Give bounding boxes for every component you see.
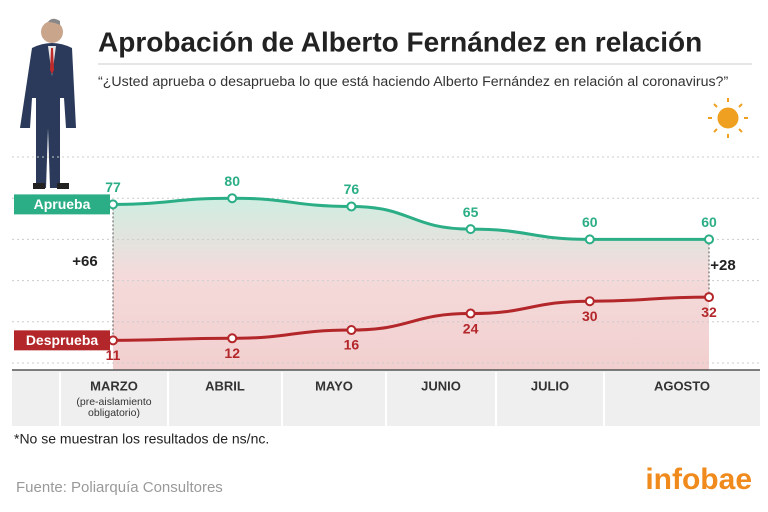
legend-label: Desprueba — [26, 332, 99, 348]
value-label: 11 — [106, 347, 121, 363]
category-note: (pre-aislamiento — [76, 396, 151, 408]
category-note: obligatorio) — [88, 407, 140, 419]
gap-label: +28 — [710, 257, 735, 274]
x-tick-label: AGOSTO — [654, 378, 710, 393]
point — [108, 335, 118, 346]
legend-box — [14, 194, 110, 215]
x-tick-label: ABRIL — [205, 378, 245, 393]
point — [465, 308, 476, 319]
value-label: 24 — [463, 320, 479, 336]
gap-label: +66 — [72, 253, 97, 270]
point — [227, 193, 238, 204]
point — [108, 199, 118, 210]
legend-box — [14, 330, 110, 351]
value-label: 60 — [701, 214, 717, 230]
series-line — [112, 295, 710, 342]
value-label: 76 — [344, 181, 360, 197]
point — [346, 201, 357, 212]
point — [584, 234, 595, 245]
value-label: 60 — [582, 214, 598, 230]
value-label: 32 — [701, 304, 717, 320]
source: Fuente: Poliarquía Consultores — [16, 479, 223, 496]
value-label: 80 — [224, 173, 240, 189]
logo: infobae — [645, 463, 752, 496]
virus-icon — [708, 98, 748, 138]
legend-label: Aprueba — [34, 196, 91, 212]
point — [704, 234, 714, 245]
x-tick-label: MARZO — [90, 378, 138, 393]
value-label: 30 — [582, 308, 598, 324]
point — [584, 296, 595, 307]
footnote: *No se muestran los resultados de ns/nc. — [14, 431, 269, 447]
point — [465, 224, 476, 235]
point — [704, 292, 714, 303]
subtitle: “¿Usted aprueba o desaprueba lo que está… — [98, 74, 728, 90]
x-tick-label: JUNIO — [421, 378, 461, 393]
point — [227, 333, 238, 344]
x-tick-label: MAYO — [315, 378, 353, 393]
value-label: 16 — [344, 337, 360, 353]
value-label: 12 — [224, 345, 240, 361]
point — [346, 325, 357, 336]
value-label: 65 — [463, 204, 479, 220]
area-fill — [113, 198, 709, 370]
x-tick-label: JULIO — [531, 378, 569, 393]
series-line — [112, 196, 709, 241]
chart-title: Aprobación de Alberto Fernández en relac… — [98, 26, 702, 57]
portrait — [20, 18, 76, 189]
value-label: 77 — [105, 179, 121, 195]
